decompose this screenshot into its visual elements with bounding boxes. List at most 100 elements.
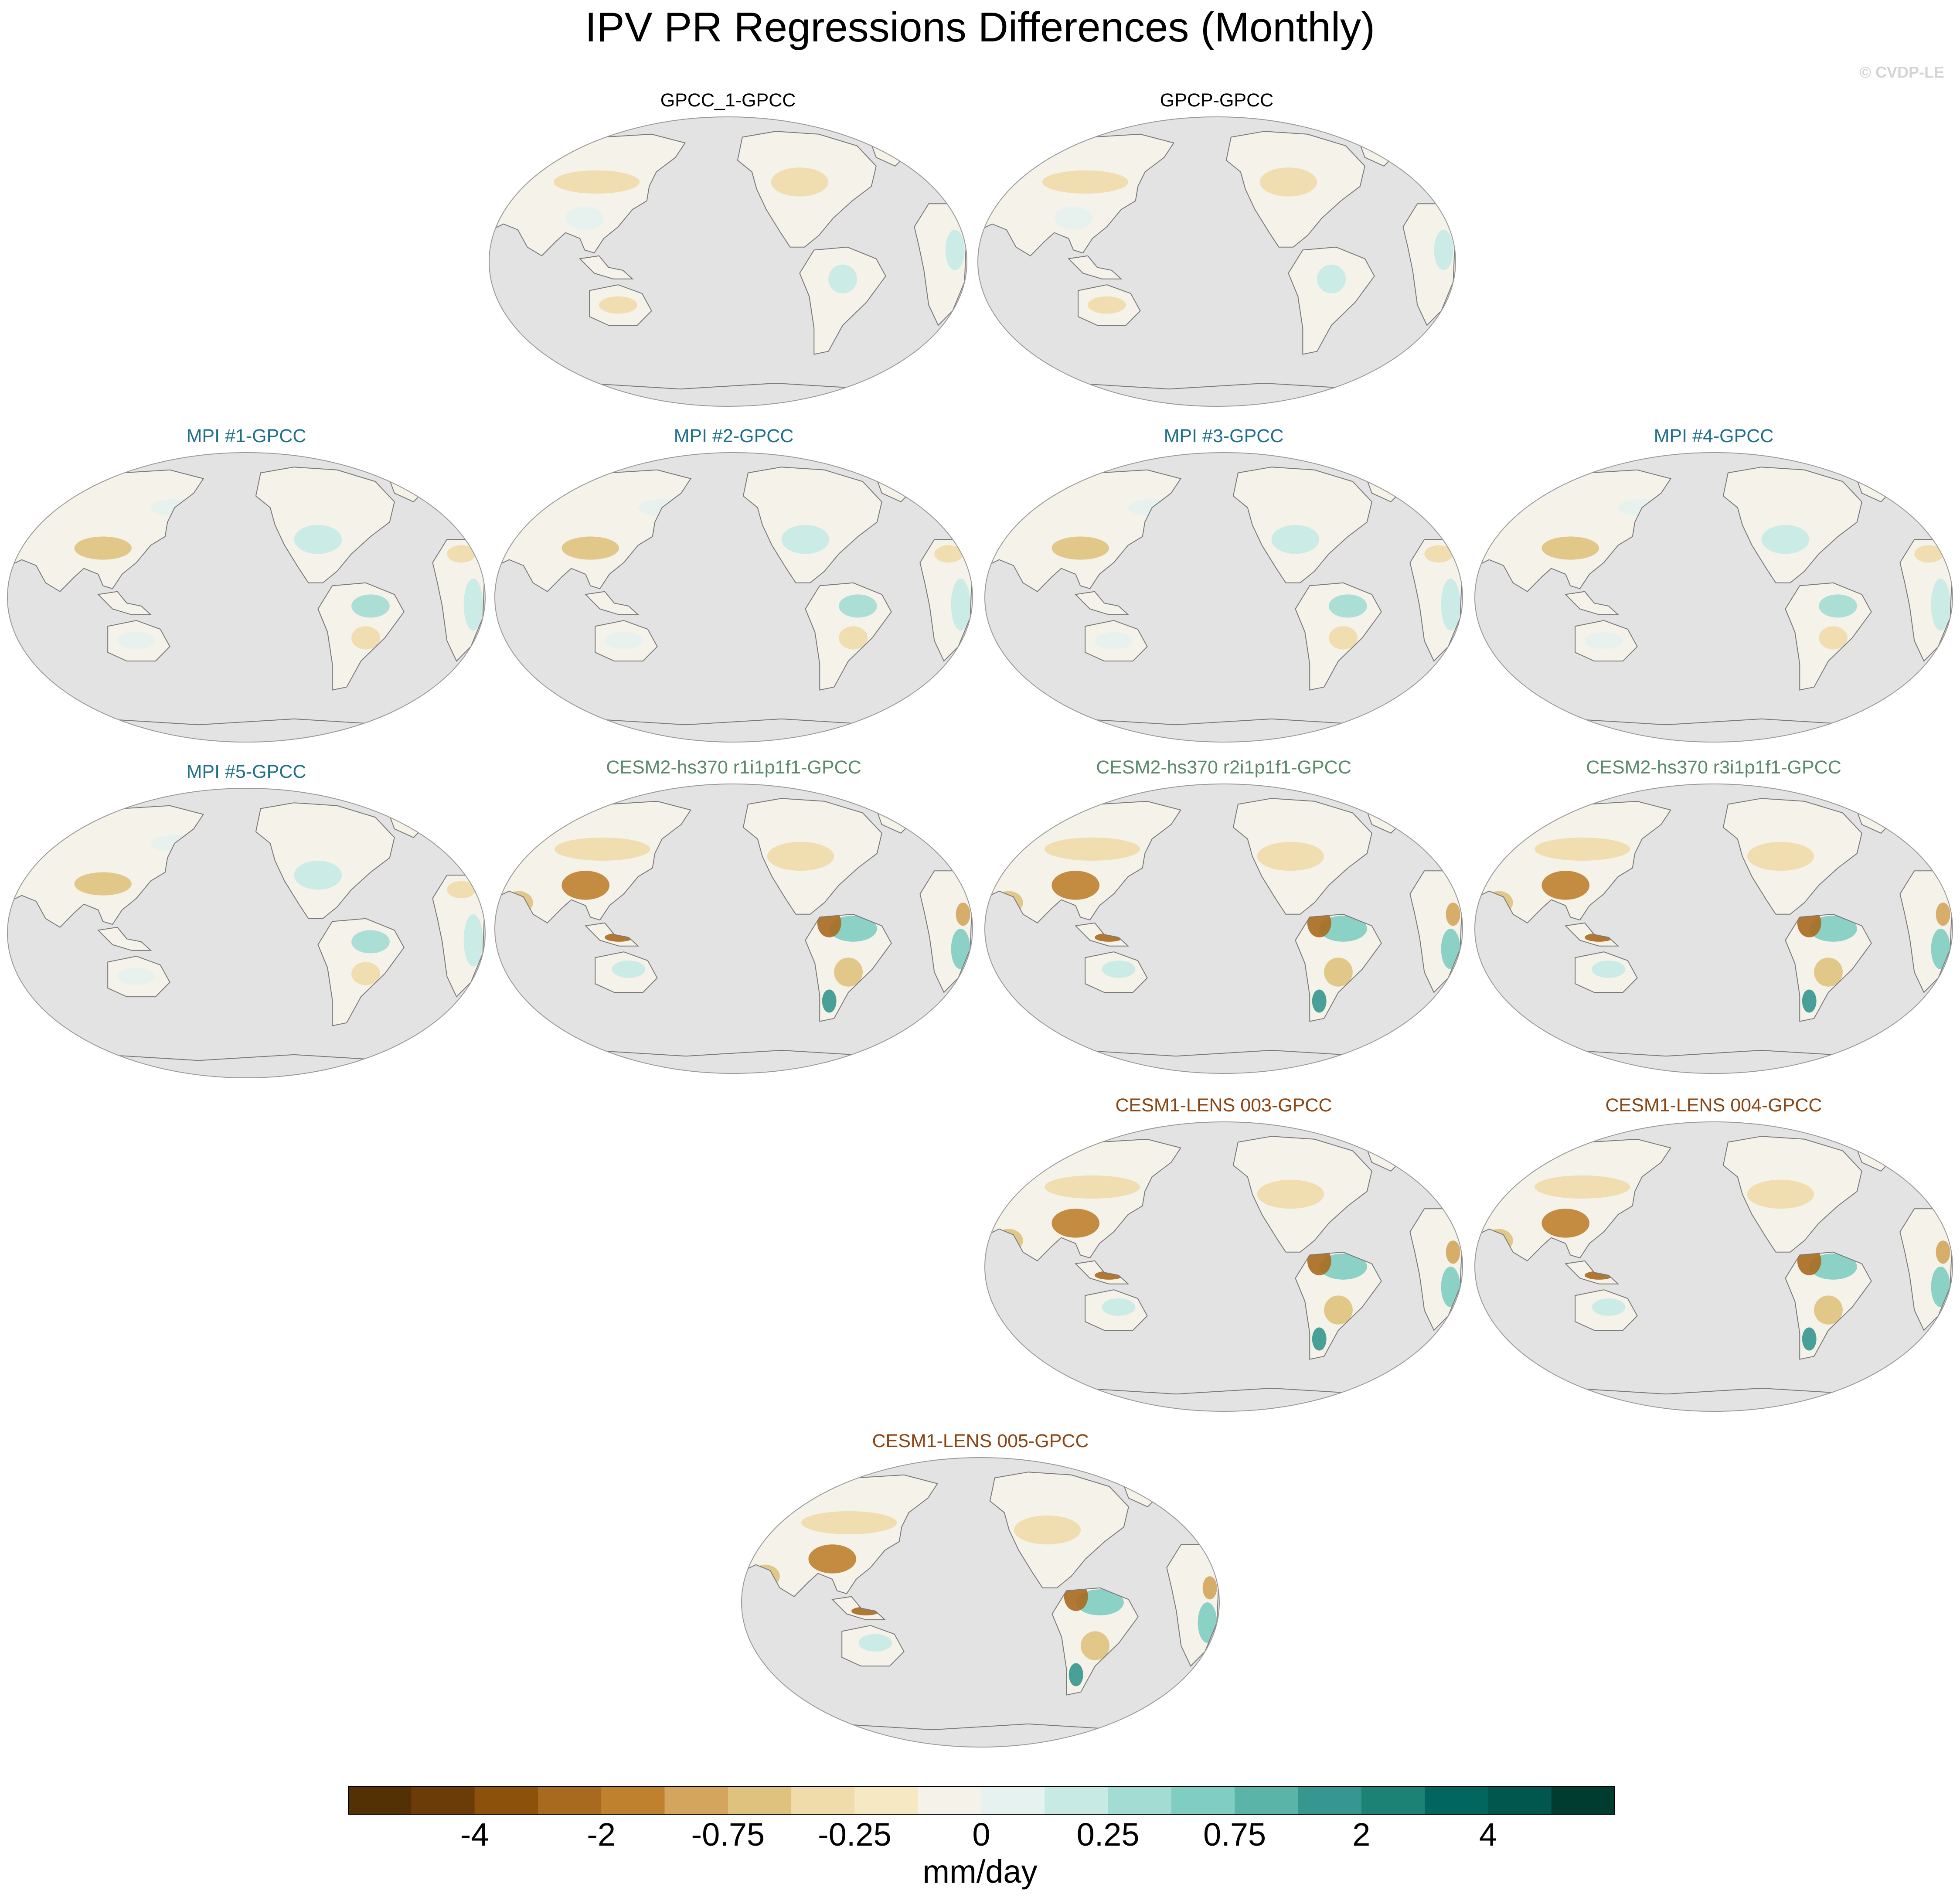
panel-title: CESM1-LENS 005-GPCC xyxy=(872,1431,1089,1451)
colorbar-tick-label: 0.25 xyxy=(1076,1816,1140,1853)
anomaly-region xyxy=(1317,264,1346,294)
coastline-namerica xyxy=(255,467,395,583)
colorbar xyxy=(348,1786,1615,1815)
map-border xyxy=(489,116,967,407)
coastline-eurasia xyxy=(495,469,692,592)
anomaly-region xyxy=(1324,1295,1353,1325)
coastline-samerica xyxy=(1295,913,1382,1022)
coastline-namerica xyxy=(1232,1136,1372,1253)
anomaly-region xyxy=(1931,1267,1950,1307)
anomaly-region xyxy=(1198,1602,1217,1643)
anomaly-region xyxy=(1809,916,1857,942)
land-antarctica xyxy=(500,1050,968,1073)
anomaly-region xyxy=(561,871,610,900)
anomaly-region xyxy=(463,578,483,631)
coastline-eurasia xyxy=(978,133,1175,256)
anomaly-region xyxy=(117,632,156,650)
coastline-namerica xyxy=(742,467,882,583)
anomaly-region xyxy=(1312,1327,1327,1351)
coastline-namerica xyxy=(1722,1136,1862,1253)
anomaly-region xyxy=(951,929,970,969)
land-namerica xyxy=(1233,467,1372,583)
map-panel-mpi2-gpcc: MPI #2-GPCC xyxy=(492,425,976,743)
map-border xyxy=(7,452,486,743)
anomaly-region xyxy=(951,578,970,631)
coastline-australia xyxy=(1085,1289,1148,1331)
anomaly-region xyxy=(839,594,877,618)
coastline-maritime xyxy=(585,591,640,615)
colorbar-swatch xyxy=(1425,1786,1488,1815)
anomaly-region xyxy=(1312,989,1327,1013)
coastline-samerica xyxy=(805,582,892,691)
anomaly-region xyxy=(945,229,965,270)
anomaly-region xyxy=(1441,929,1460,969)
anomaly-region xyxy=(767,841,834,871)
land-antarctica xyxy=(746,1724,1215,1747)
coastline-eurasia xyxy=(7,469,204,592)
coastline-maritime xyxy=(585,922,640,947)
anomaly-region xyxy=(351,930,390,954)
anomaly-region xyxy=(1042,170,1129,194)
colorbar-swatch xyxy=(348,1786,412,1815)
coastline-samerica xyxy=(1288,246,1375,355)
colorbar-swatch xyxy=(1235,1786,1298,1815)
map-border xyxy=(1474,784,1953,1074)
coastline-eurasia xyxy=(489,133,686,256)
coastline-australia xyxy=(1575,951,1638,993)
land-antarctica xyxy=(983,383,1451,406)
colorbar-tick-label: 4 xyxy=(1479,1816,1497,1853)
anomaly-region xyxy=(1914,545,1943,563)
coastline-namerica xyxy=(1232,798,1372,915)
anomaly-region xyxy=(1102,1298,1136,1316)
land-antarctica xyxy=(1480,719,1948,742)
land-maritime xyxy=(1565,591,1618,615)
coastline-samerica xyxy=(1785,1251,1872,1360)
land-namerica xyxy=(1723,467,1862,583)
anomaly-region xyxy=(1257,1179,1324,1209)
anomaly-region xyxy=(565,206,604,230)
coastline-samerica xyxy=(799,246,886,355)
map-panel-cesm1-003-gpcc: CESM1-LENS 003-GPCC xyxy=(982,1094,1466,1413)
coastline-eurasia xyxy=(1475,1138,1672,1261)
colorbar-swatch xyxy=(411,1786,475,1815)
coastline-australia xyxy=(1575,620,1638,662)
anomaly-region xyxy=(117,968,156,985)
colorbar-swatch xyxy=(854,1786,919,1815)
land-antarctica xyxy=(500,719,968,742)
coastline-namerica xyxy=(989,1472,1129,1588)
coastline-eurasia xyxy=(985,801,1182,923)
land-maritime xyxy=(98,927,151,950)
anomaly-region xyxy=(294,861,342,890)
land-namerica xyxy=(255,467,395,583)
coastline-maritime xyxy=(1565,922,1620,947)
map-border xyxy=(984,1121,1463,1412)
anomaly-region xyxy=(1088,296,1126,314)
anomaly-region xyxy=(351,962,380,985)
map-border xyxy=(984,784,1463,1074)
coastline-eurasia xyxy=(7,805,204,928)
coastline-australia xyxy=(595,951,658,993)
anomaly-region xyxy=(612,961,646,978)
colorbar-swatch xyxy=(1298,1786,1362,1815)
anomaly-region xyxy=(1271,525,1320,554)
anomaly-region xyxy=(1819,626,1848,650)
map-border xyxy=(494,784,973,1074)
coastline-namerica xyxy=(255,802,395,919)
anomaly-region xyxy=(1931,929,1950,969)
coastline-maritime xyxy=(1565,1260,1620,1284)
panel-title: GPCC_1-GPCC xyxy=(660,90,796,111)
coastline-maritime xyxy=(97,591,152,615)
coastline-samerica xyxy=(1051,1587,1139,1696)
anomaly-region xyxy=(1051,871,1100,900)
map-panel-mpi1-gpcc: MPI #1-GPCC xyxy=(4,425,488,743)
colorbar-tick-label: 2 xyxy=(1352,1816,1371,1853)
colorbar-swatch xyxy=(728,1786,792,1815)
anomaly-region xyxy=(1424,545,1453,563)
coastline-maritime xyxy=(1075,922,1130,947)
anomaly-region xyxy=(1054,206,1093,230)
colorbar-swatch xyxy=(1045,1786,1109,1815)
anomaly-region xyxy=(1329,626,1358,650)
world-map xyxy=(1474,1121,1953,1412)
anomaly-region xyxy=(74,872,132,896)
anomaly-region xyxy=(1541,1209,1590,1238)
